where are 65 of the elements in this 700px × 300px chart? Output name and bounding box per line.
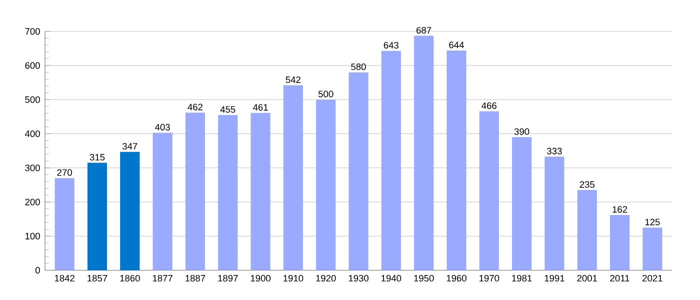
bar	[120, 152, 140, 270]
x-tick-label: 1970	[480, 274, 500, 282]
bar	[446, 50, 466, 270]
y-tick-label: 300	[25, 164, 40, 172]
data-label: 580	[351, 63, 366, 70]
bar	[185, 112, 206, 270]
y-tick-label: 500	[25, 96, 40, 103]
data-label: 162	[612, 206, 628, 213]
y-tick-label: 0	[35, 266, 40, 274]
bar	[87, 162, 108, 270]
data-label: 466	[482, 102, 496, 109]
x-tick-label: 1930	[348, 274, 368, 282]
data-label: 333	[547, 148, 562, 154]
bar	[512, 137, 532, 270]
x-tick-label: 1887	[186, 274, 206, 282]
x-tick-label: 1960	[446, 274, 466, 282]
x-tick-label: 2011	[610, 274, 630, 282]
bar	[577, 190, 597, 270]
data-label: 390	[514, 128, 530, 135]
bar	[414, 36, 434, 270]
x-tick-label: 1842	[54, 274, 74, 282]
bar	[316, 100, 336, 270]
bar	[479, 111, 499, 270]
x-tick-label: 1981	[512, 274, 532, 282]
bar	[348, 72, 368, 270]
bar	[250, 112, 270, 270]
x-tick-label: 1910	[284, 274, 304, 282]
data-label: 461	[252, 104, 268, 111]
y-tick-label: 200	[25, 198, 40, 206]
data-label: 542	[286, 76, 300, 83]
bar	[642, 228, 662, 270]
bar	[283, 85, 303, 270]
x-tick-label: 1897	[218, 274, 238, 282]
y-tick-label: 600	[25, 62, 40, 69]
bar	[152, 132, 172, 270]
data-label: 500	[318, 90, 334, 98]
data-label: 315	[90, 154, 105, 160]
y-tick-label: 400	[24, 130, 40, 137]
data-label: 403	[155, 124, 170, 130]
bar	[54, 178, 74, 270]
data-label: 235	[580, 181, 594, 188]
x-tick-label: 1991	[544, 274, 564, 282]
data-label: 462	[188, 104, 203, 110]
x-tick-label: 2001	[577, 274, 597, 282]
x-tick-label: 1900	[250, 274, 271, 282]
bar	[218, 114, 238, 270]
x-tick-label: 1950	[414, 274, 434, 282]
bar	[381, 50, 401, 270]
data-label: 455	[220, 106, 236, 113]
data-label: 125	[645, 218, 660, 226]
y-tick-label: 700	[25, 28, 40, 35]
data-label: 347	[122, 142, 138, 150]
bar	[544, 156, 564, 270]
x-tick-label: 2021	[642, 274, 662, 282]
data-label: 644	[449, 42, 464, 48]
data-label: 687	[416, 26, 432, 34]
x-tick-label: 1940	[382, 274, 402, 282]
data-label: 643	[384, 42, 398, 49]
y-tick-label: 100	[25, 232, 40, 240]
x-tick-label: 1877	[152, 274, 172, 282]
x-tick-label: 1860	[120, 274, 140, 282]
x-tick-label: 1920	[316, 274, 336, 282]
bar	[610, 214, 630, 270]
x-tick-label: 1857	[88, 274, 108, 282]
data-label: 270	[57, 169, 72, 176]
